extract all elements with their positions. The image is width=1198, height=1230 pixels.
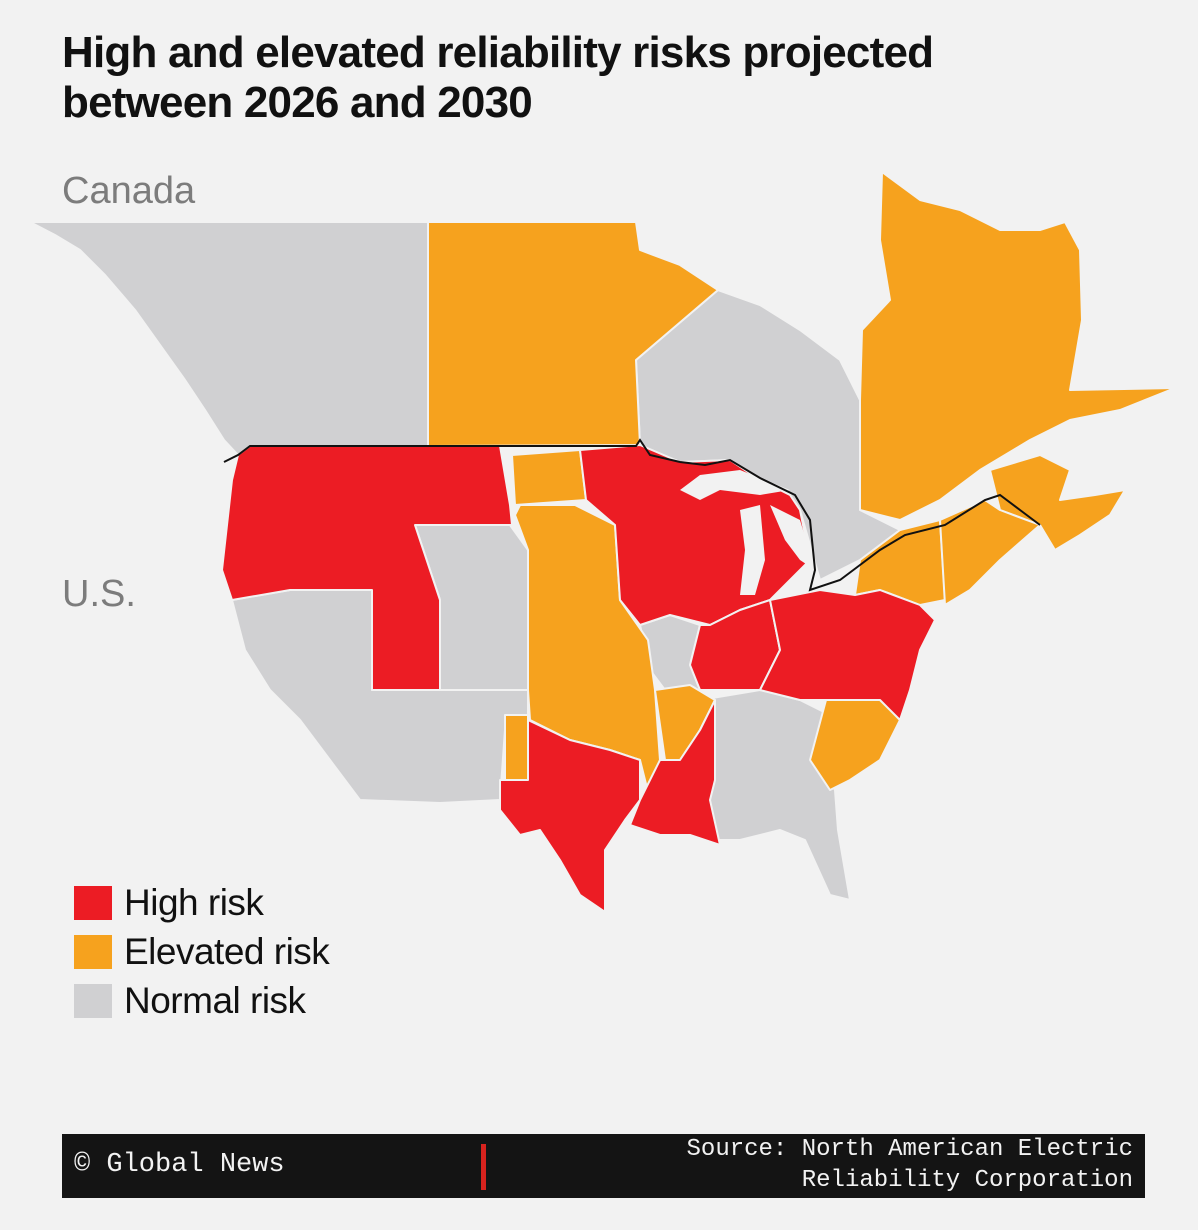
new-england-elevated-region [939, 499, 1041, 606]
legend-swatch-normal [74, 983, 112, 1018]
louisiana-high-region [629, 699, 721, 846]
lake-superior [680, 470, 790, 500]
north-dakota-elevated-region [511, 449, 587, 506]
legend-item-high: High risk [74, 878, 329, 927]
canada-us-border [223, 438, 1041, 592]
footer-divider [481, 1144, 486, 1190]
pacific-northwest-high-region [221, 445, 513, 691]
lake-huron [770, 505, 815, 570]
lake-michigan [740, 505, 765, 595]
source-text: Source: North American Electric Reliabil… [613, 1134, 1133, 1196]
canada-label: Canada [62, 170, 196, 212]
canada-west-normal-region [29, 221, 429, 456]
legend-label-high: High risk [124, 881, 264, 923]
footer-bar: © Global News Source: North American Ele… [62, 1134, 1145, 1198]
quebec-elevated-region [859, 171, 1176, 521]
texas-high-region [499, 714, 641, 913]
legend: High risk Elevated risk Normal risk [74, 878, 330, 1025]
legend-item-elevated: Elevated risk [74, 927, 330, 976]
legend-item-normal: Normal risk [74, 976, 329, 1025]
source-line-2: Reliability Corporation [801, 1167, 1133, 1194]
legend-label-normal: Normal risk [124, 979, 306, 1021]
carolinas-elevated-region [809, 699, 901, 791]
risk-map [29, 171, 1176, 913]
legend-swatch-high [74, 885, 112, 920]
us-label: U.S. [62, 573, 136, 615]
southeast-normal-region [699, 689, 851, 901]
legend-swatch-elevated [74, 934, 112, 969]
map-title: High and elevated reliability risks proj… [62, 28, 934, 127]
pjm-east-high-region [759, 589, 936, 721]
source-line-1: Source: North American Electric [686, 1136, 1133, 1163]
legend-label-elevated: Elevated risk [124, 930, 330, 972]
new-mexico-elevated-region [504, 714, 529, 781]
credit-text: © Global News [74, 1150, 285, 1180]
